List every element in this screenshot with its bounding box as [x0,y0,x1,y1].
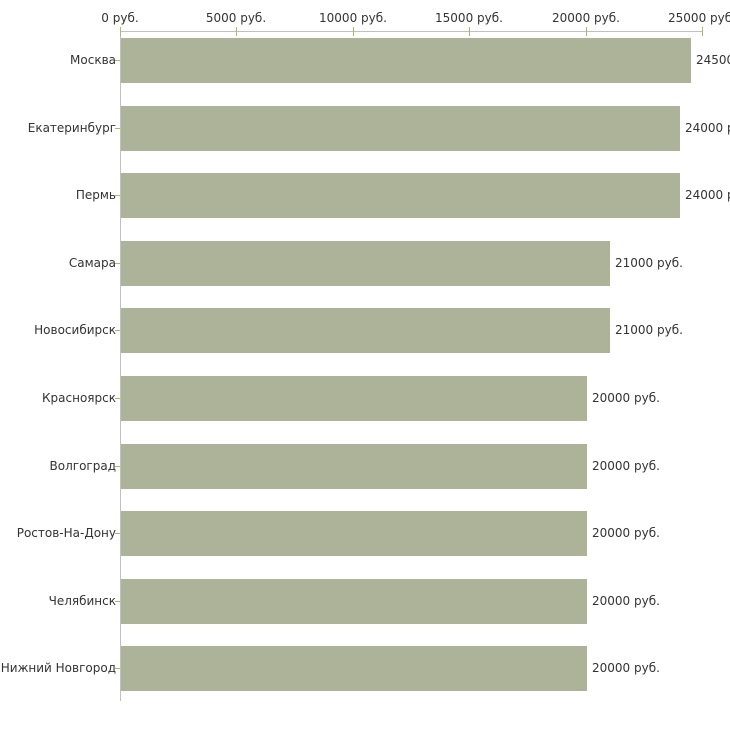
x-tick [469,27,470,36]
category-tick [115,128,120,129]
category-tick [115,668,120,669]
x-tick [353,27,354,36]
category-tick [115,398,120,399]
category-tick [115,195,120,196]
bar [121,106,680,151]
x-tick-label: 10000 руб. [319,11,387,25]
bar [121,376,587,421]
x-tick [586,27,587,36]
bar [121,308,610,353]
category-label: Ростов-На-Дону [16,526,116,540]
bar-value-label: 24000 руб. [685,121,730,135]
category-tick [115,466,120,467]
category-label: Нижний Новгород [0,661,116,675]
category-tick [115,330,120,331]
category-label: Красноярск [42,391,116,405]
category-label: Челябинск [48,594,116,608]
bar-value-label: 21000 руб. [615,256,683,270]
category-label: Москва [70,53,116,67]
bar [121,646,587,691]
bar-value-label: 24500 руб. [696,53,730,67]
category-label: Пермь [75,188,116,202]
bar [121,511,587,556]
category-label: Екатеринбург [27,121,116,135]
x-tick-label: 20000 руб. [552,11,620,25]
bar-value-label: 21000 руб. [615,323,683,337]
x-tick-label: 25000 руб. [668,11,730,25]
bar-value-label: 20000 руб. [592,526,660,540]
bar-value-label: 20000 руб. [592,594,660,608]
bar-value-label: 20000 руб. [592,661,660,675]
x-tick-label: 0 руб. [101,11,139,25]
category-label: Волгоград [49,459,116,473]
bar-value-label: 24000 руб. [685,188,730,202]
category-tick [115,60,120,61]
y-axis-line [120,31,121,701]
x-tick-label: 15000 руб. [435,11,503,25]
x-axis-line [120,31,703,32]
category-tick [115,601,120,602]
bar [121,173,680,218]
category-tick [115,263,120,264]
category-label: Новосибирск [34,323,116,337]
x-tick [702,27,703,36]
bar-value-label: 20000 руб. [592,459,660,473]
bar-value-label: 20000 руб. [592,391,660,405]
x-tick-label: 5000 руб. [205,11,267,25]
bar [121,38,691,83]
bar [121,579,587,624]
x-tick [120,27,121,36]
category-label: Самара [68,256,116,270]
bar [121,241,610,286]
category-tick [115,533,120,534]
x-tick [236,27,237,36]
bar [121,444,587,489]
